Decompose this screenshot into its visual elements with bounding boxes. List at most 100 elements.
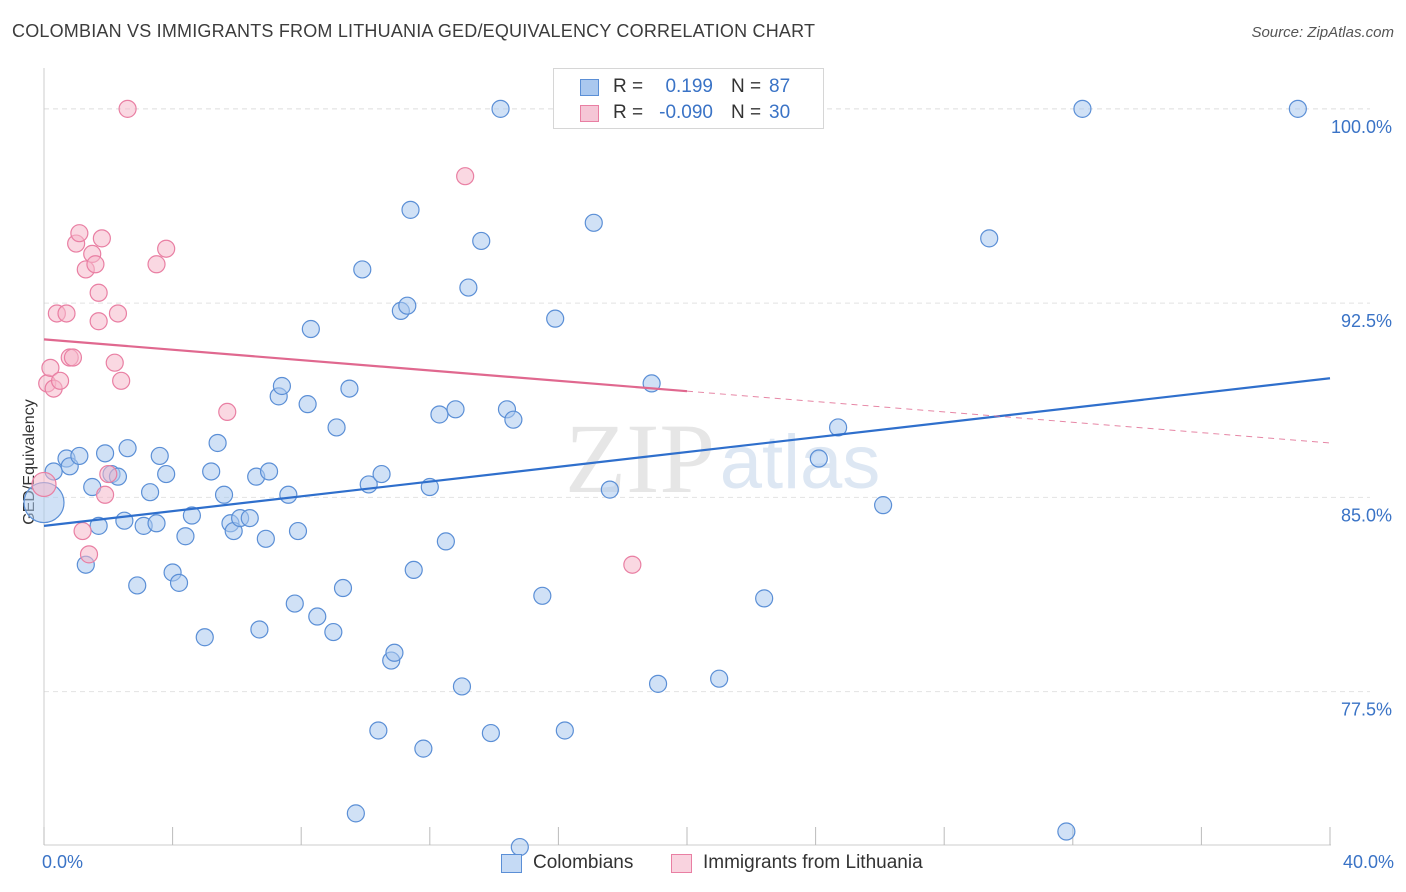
- colombians-point: [272, 376, 292, 396]
- y-tick-label: 100.0%: [1331, 117, 1392, 137]
- colombians-point: [755, 589, 774, 608]
- series-swatch-pink: [671, 853, 692, 873]
- colombians-point: [202, 462, 221, 481]
- lithuania-point: [623, 555, 642, 574]
- lithuania-point: [79, 545, 99, 564]
- colombians-point: [256, 529, 275, 548]
- colombians-point: [546, 309, 565, 328]
- colombians-point: [346, 804, 365, 823]
- colombians-point: [710, 669, 729, 688]
- series-legend: Colombians Immigrants from Lithuania: [0, 852, 1406, 876]
- lithuania-trend-line: [43, 338, 688, 393]
- colombians-point: [1073, 99, 1092, 118]
- legend-r-value: 0.199: [665, 76, 713, 97]
- colombians-point: [176, 527, 195, 546]
- colombians-point: [169, 573, 189, 592]
- colombians-point: [401, 200, 420, 219]
- colombians-point: [195, 628, 214, 647]
- lithuania-point: [99, 464, 118, 484]
- colombians-point: [353, 260, 372, 279]
- legend-n-value: 30: [769, 102, 791, 123]
- lithuania-point: [105, 353, 124, 372]
- lithuania-point: [89, 312, 108, 331]
- lithuania-point: [86, 255, 105, 274]
- colombians-point: [250, 620, 269, 639]
- colombians-point: [533, 586, 552, 605]
- colombians-point: [452, 677, 472, 696]
- x-tick-label-max: 40.0%: [1342, 852, 1394, 872]
- legend-n-value: 87: [769, 76, 791, 97]
- colombians-point: [340, 379, 359, 398]
- legend-r-label: R =: [613, 76, 644, 97]
- y-tick-label: 77.5%: [1341, 700, 1392, 720]
- colombians-point: [285, 594, 304, 613]
- colombians-point: [600, 480, 619, 499]
- colombians-point: [1057, 822, 1076, 841]
- colombians-point: [555, 721, 574, 740]
- colombians-point: [584, 213, 603, 232]
- lithuania-point: [89, 283, 108, 302]
- lithuania-point: [147, 255, 166, 274]
- colombians-point: [259, 462, 279, 481]
- lithuania-point: [108, 304, 128, 323]
- colombians-point: [279, 485, 298, 504]
- y-tick-label: 92.5%: [1341, 311, 1392, 331]
- lithuania-point: [92, 229, 111, 248]
- correlation-legend: R = 0.199 N = 87 R = -0.090 N = 30: [553, 68, 824, 129]
- colombians-point: [208, 433, 227, 453]
- trend-layer: [43, 338, 1331, 527]
- y-tick-label: 85.0%: [1341, 505, 1392, 525]
- watermark-atlas: atlas: [720, 420, 881, 505]
- chart-title: COLOMBIAN VS IMMIGRANTS FROM LITHUANIA G…: [12, 21, 816, 41]
- lithuania-point: [73, 521, 92, 541]
- colombians-point: [398, 296, 417, 315]
- colombians-point: [182, 506, 201, 525]
- colombians-point: [472, 231, 491, 251]
- colombians-point: [324, 622, 343, 642]
- colombians-point: [369, 721, 388, 740]
- lithuania-point: [157, 239, 176, 258]
- colombians-point: [150, 446, 169, 466]
- colombians-point: [809, 449, 828, 468]
- lithuania-point: [112, 371, 131, 390]
- colombians-point: [481, 723, 500, 743]
- lithuania-point: [63, 348, 83, 367]
- legend-swatch-blue: [580, 78, 599, 96]
- y-tick-labels: 77.5% 85.0% 92.5% 100.0%: [1331, 117, 1392, 720]
- colombians-point: [288, 521, 308, 541]
- colombians-point: [333, 578, 353, 598]
- legend-row-lithuania: R = -0.090 N = 30: [580, 101, 790, 125]
- colombians-point: [372, 464, 391, 484]
- colombians-point: [414, 739, 433, 758]
- colombians-point: [140, 483, 160, 502]
- colombians-point: [459, 278, 478, 297]
- colombians-point: [89, 516, 108, 535]
- lithuania-point: [50, 371, 70, 390]
- series-legend-lithuania: Immigrants from Lithuania: [671, 852, 923, 874]
- lithuania-point: [118, 99, 137, 118]
- series-legend-label: Immigrants from Lithuania: [703, 852, 923, 873]
- colombians-point: [385, 643, 404, 662]
- lithuania-point: [70, 224, 89, 243]
- colombians-point: [115, 511, 134, 530]
- lithuania-trend-extension: [686, 390, 1331, 444]
- lithuania-point: [31, 471, 57, 498]
- legend-r-label: R =: [613, 102, 644, 123]
- colombians-point: [147, 514, 166, 533]
- legend-n-label: N =: [731, 102, 762, 123]
- grid-layer: [44, 108, 1370, 693]
- colombians-point: [157, 464, 176, 484]
- colombians-point: [301, 319, 320, 339]
- colombians-point: [327, 418, 346, 437]
- chart-source: Source: ZipAtlas.com: [1251, 24, 1394, 41]
- colombians-point: [240, 508, 259, 528]
- colombians-point: [648, 674, 668, 693]
- colombians-point: [404, 560, 423, 580]
- legend-row-colombians: R = 0.199 N = 87: [580, 75, 790, 99]
- colombians-point: [308, 607, 327, 626]
- colombians-point: [128, 576, 147, 595]
- colombians-point: [95, 444, 115, 463]
- colombians-point: [70, 446, 89, 466]
- lithuania-point: [41, 358, 60, 377]
